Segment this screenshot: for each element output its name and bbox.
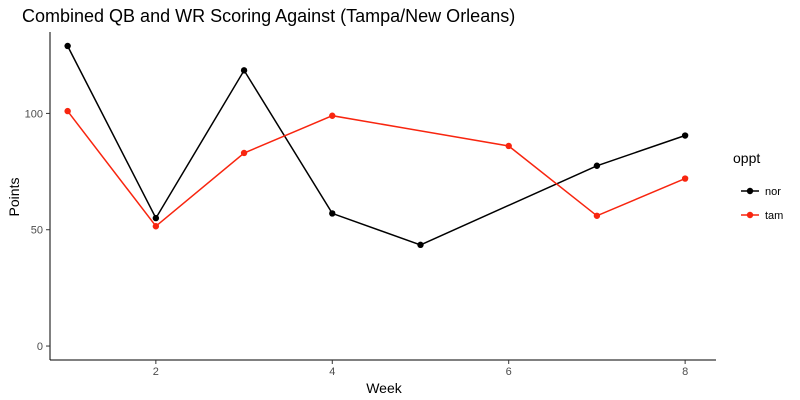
data-point-nor	[240, 67, 248, 74]
data-point-nor	[681, 132, 689, 139]
data-point-nor	[329, 210, 336, 217]
chart-title: Combined QB and WR Scoring Against (Tamp…	[22, 6, 515, 26]
legend: nor tam	[741, 186, 783, 222]
data-point-tam	[329, 112, 336, 119]
x-tick-label: 4	[329, 366, 335, 378]
data-point-tam	[64, 107, 71, 115]
legend-label-nor: nor	[765, 186, 781, 198]
y-tick-label: 0	[37, 341, 43, 353]
data-point-tam	[152, 223, 160, 230]
data-point-tam	[681, 175, 689, 182]
legend-label-tam: tam	[765, 210, 783, 222]
data-point-tam	[505, 142, 512, 150]
data-point-tam	[593, 212, 601, 219]
legend-key-point-tam	[746, 211, 754, 219]
x-tick-label: 6	[506, 366, 512, 378]
series-line-nor	[66, 45, 686, 246]
plot-area: 2 4 6 8 0 50 100	[25, 32, 716, 378]
legend-key-point-nor	[746, 187, 754, 195]
data-point-nor	[417, 241, 424, 249]
y-tick-label: 50	[31, 225, 43, 237]
data-point-nor	[593, 162, 601, 169]
series-line-tam	[67, 110, 686, 228]
x-tick-label: 2	[153, 366, 159, 378]
data-point-nor	[152, 214, 160, 222]
data-point-nor	[64, 42, 71, 50]
legend-title: oppt	[733, 150, 760, 166]
y-axis-title: Points	[6, 178, 22, 217]
data-point-tam	[240, 149, 248, 157]
x-axis-title: Week	[366, 380, 403, 396]
x-tick-label: 8	[682, 366, 688, 378]
y-tick-label: 100	[25, 108, 43, 120]
